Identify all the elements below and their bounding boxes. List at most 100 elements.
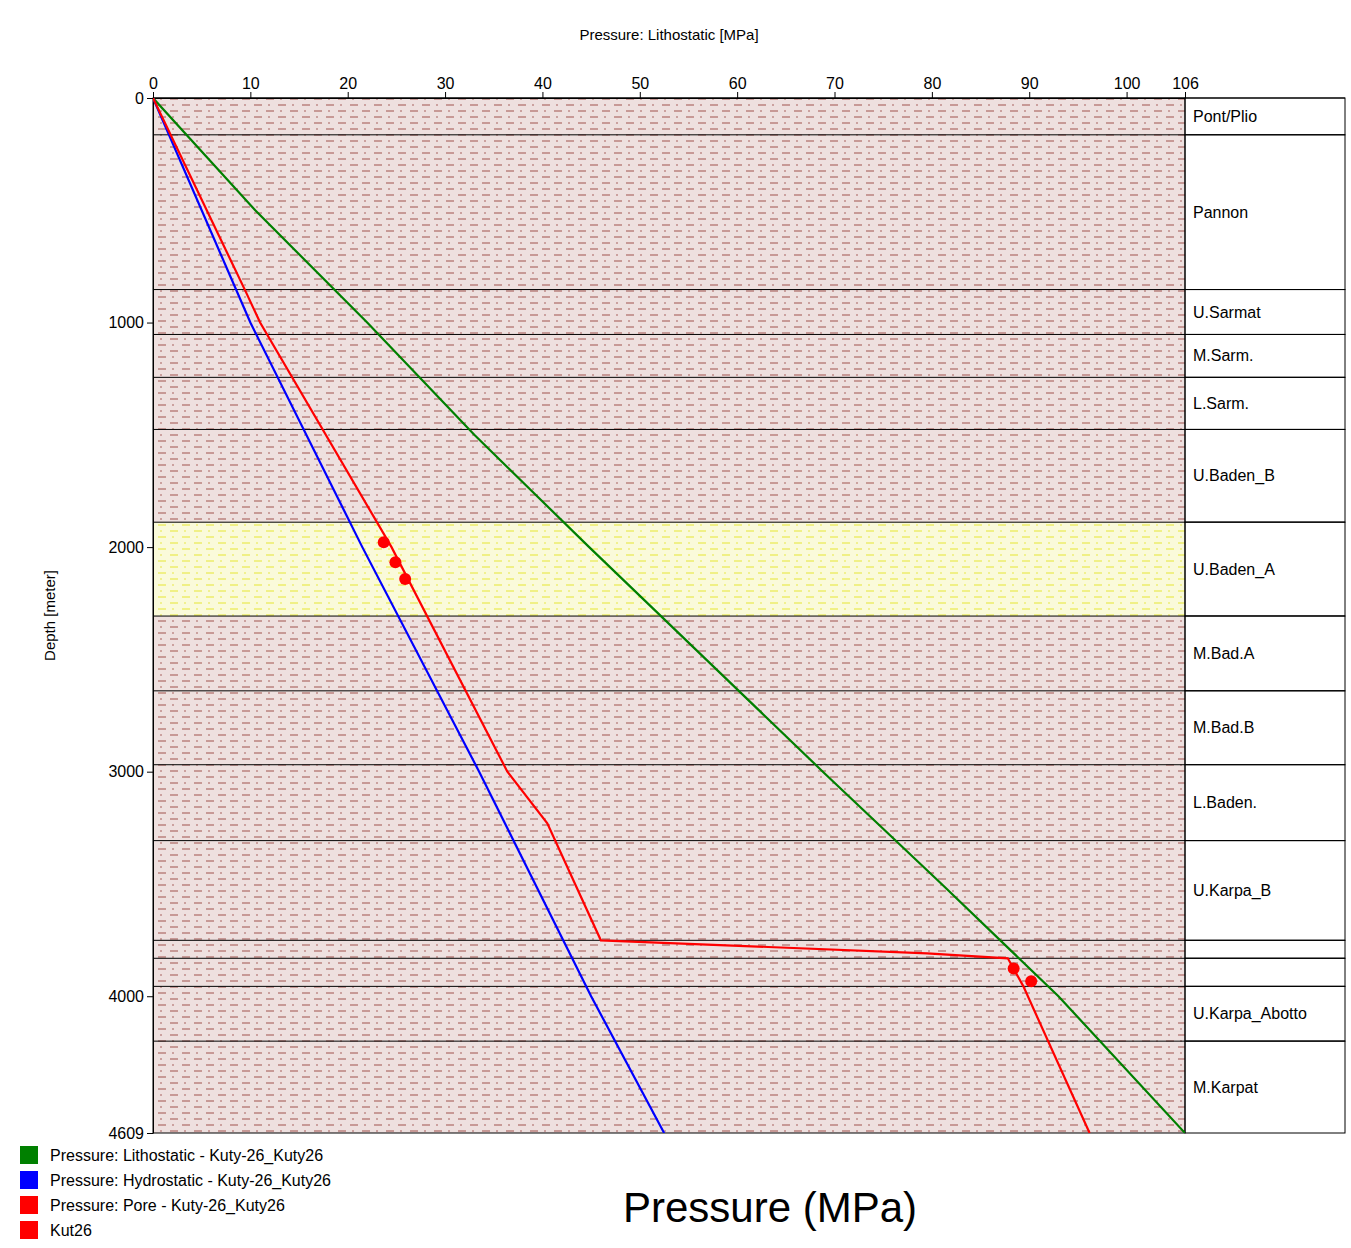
formation-label: L.Baden.: [1193, 794, 1257, 811]
formation-cell: [1185, 98, 1345, 135]
formation-cell: [1185, 691, 1345, 765]
formation-cell: [1185, 765, 1345, 841]
formation-cell: [1185, 986, 1345, 1041]
tick: 0: [135, 90, 153, 107]
formation-boundary: [153, 289, 1345, 290]
legend: Pressure: Lithostatic - Kuty-26_Kuty26 Pr…: [20, 1146, 331, 1239]
y-axis: 0 1000 2000 3000 4000 4609: [108, 90, 153, 1142]
formation-boundary: [153, 1041, 1345, 1042]
formation-boundary: [153, 134, 1345, 135]
formation-band: [153, 841, 1185, 941]
formation-label: U.Baden_B: [1193, 467, 1275, 485]
tick-label: 50: [631, 75, 649, 92]
tick-label: 30: [437, 75, 455, 92]
formation-band: [153, 616, 1185, 691]
tick: 4000: [108, 988, 153, 1005]
axis-line: [154, 98, 1186, 99]
formation-band: [153, 986, 1185, 1041]
tick: 60: [729, 75, 747, 98]
series-group: [153, 98, 1185, 1133]
tick: 90: [1021, 75, 1039, 98]
formation-cell: [1185, 334, 1345, 377]
formation-boundary: [153, 840, 1345, 841]
legend-label: Pressure: Lithostatic - Kuty-26_Kuty26: [50, 1147, 323, 1165]
series-line: [153, 98, 1090, 1133]
formation-boundary: [153, 334, 1345, 335]
formation-boundary: [153, 522, 1345, 523]
tick-mark: [445, 92, 446, 98]
formation-bands: [153, 98, 1185, 1133]
tick: 20: [339, 75, 357, 98]
tick: 40: [534, 75, 552, 98]
formation-band: [153, 98, 1185, 135]
tick-mark: [147, 98, 153, 99]
formation-label: Pannon: [1193, 204, 1248, 221]
tick-mark: [737, 92, 738, 98]
tick-mark: [640, 92, 641, 98]
formation-band: [153, 691, 1185, 765]
tick: 2000: [108, 539, 153, 556]
formation-label: M.Bad.A: [1193, 645, 1255, 662]
tick-label: 90: [1021, 75, 1039, 92]
tick-label: 1000: [108, 314, 144, 331]
formation-cell: [1185, 377, 1345, 429]
formation-cell: [1185, 429, 1345, 522]
formation-boundary: [153, 616, 1345, 617]
data-point: [1025, 975, 1037, 987]
tick-label: 2000: [108, 539, 144, 556]
formation-label: U.Sarmat: [1193, 304, 1261, 321]
data-point: [399, 573, 411, 585]
tick-label: 4609: [108, 1125, 144, 1142]
formation-band: [153, 135, 1185, 290]
formation-boundary: [153, 690, 1345, 691]
annotation: Pressure (MPa): [623, 1184, 917, 1231]
formation-band: [153, 765, 1185, 841]
tick-mark: [932, 92, 933, 98]
formation-boundary: [153, 940, 1345, 941]
tick: 50: [631, 75, 649, 98]
y-axis-title: Depth [meter]: [41, 570, 58, 661]
tick-label: 106: [1172, 75, 1199, 92]
formation-label: U.Karpa_B: [1193, 882, 1271, 900]
formation-boundary: [153, 429, 1345, 430]
tick: 30: [437, 75, 455, 98]
legend-label: Pressure: Hydrostatic - Kuty-26_Kuty26: [50, 1172, 331, 1190]
data-point: [1008, 962, 1020, 974]
tick-label: 60: [729, 75, 747, 92]
series-line: [153, 98, 1185, 1133]
formation-cell: [1185, 841, 1345, 941]
formation-label: M.Bad.B: [1193, 719, 1254, 736]
formation-cell: [1185, 616, 1345, 691]
tick-mark: [1127, 92, 1128, 98]
tick: 100: [1114, 75, 1141, 98]
tick: 1000: [108, 314, 153, 331]
tick: 10: [242, 75, 260, 98]
tick-label: 70: [826, 75, 844, 92]
tick-mark: [147, 772, 153, 773]
formation-band: [153, 1041, 1185, 1133]
tick-label: 4000: [108, 988, 144, 1005]
legend-swatch: [20, 1146, 38, 1164]
formation-boundaries: [153, 98, 1345, 1041]
tick-mark: [147, 323, 153, 324]
formation-label: M.Karpat: [1193, 1079, 1258, 1096]
tick-mark: [348, 92, 349, 98]
tick-label: 100: [1114, 75, 1141, 92]
legend-swatch: [20, 1221, 38, 1239]
formation-cell: [1185, 1041, 1345, 1133]
axis-line: [153, 99, 154, 1134]
tick-label: 80: [923, 75, 941, 92]
x-axis: 0 10 20 30 40 50 60 70 80 90 100 106: [149, 75, 1199, 99]
tick-mark: [250, 92, 251, 98]
tick-mark: [147, 996, 153, 997]
formation-cell: [1185, 940, 1345, 958]
formation-boundary: [153, 958, 1345, 959]
tick-label: 0: [149, 75, 158, 92]
tick-label: 0: [135, 90, 144, 107]
formation-band: [153, 958, 1185, 986]
tick-mark: [153, 92, 154, 98]
tick: 3000: [108, 763, 153, 780]
formation-label: Pont/Plio: [1193, 108, 1257, 125]
formation-column: Pont/PlioPannonU.SarmatM.Sarm.L.Sarm.U.B…: [1185, 98, 1345, 1133]
formation-band: [153, 290, 1185, 335]
